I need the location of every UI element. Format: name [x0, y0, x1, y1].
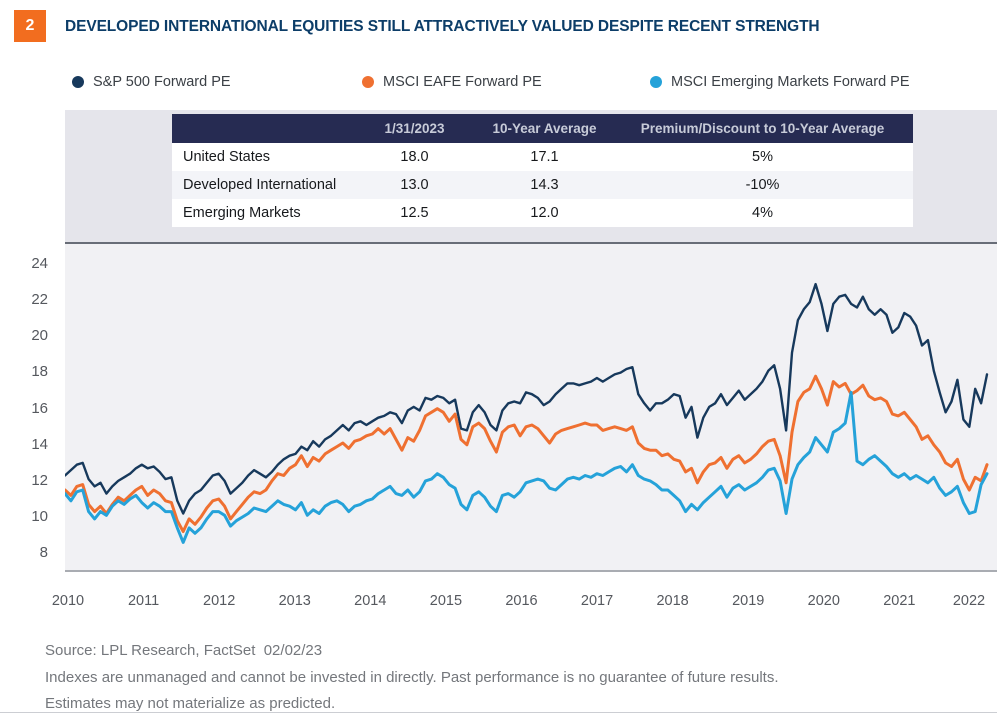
legend: S&P 500 Forward PE MSCI EAFE Forward PE … [0, 74, 997, 96]
legend-label: MSCI Emerging Markets Forward PE [671, 74, 910, 90]
table-cell: 17.1 [530, 149, 559, 165]
table-header-cell: 1/31/2023 [384, 121, 445, 136]
table-cell: 18.0 [400, 149, 429, 165]
y-tick-label: 10 [31, 507, 48, 525]
x-tick-label: 2016 [505, 593, 538, 609]
y-tick-label: 18 [31, 363, 48, 381]
bottom-divider [0, 712, 997, 713]
y-tick-label: 14 [31, 435, 48, 453]
y-tick-label: 20 [31, 327, 48, 345]
table-cell: 4% [752, 205, 773, 221]
chart-title: DEVELOPED INTERNATIONAL EQUITIES STILL A… [65, 18, 820, 35]
x-tick-label: 2010 [51, 593, 85, 609]
disclaimer-line-2: Estimates may not materialize as predict… [45, 695, 336, 712]
x-tick-label: 2021 [883, 593, 916, 609]
legend-item-em: MSCI Emerging Markets Forward PE [650, 74, 910, 90]
x-tick-label: 2017 [580, 593, 614, 609]
plot-area [65, 242, 997, 572]
legend-dot [362, 76, 374, 88]
legend-item-eafe: MSCI EAFE Forward PE [362, 74, 542, 90]
chart-line [65, 390, 989, 544]
y-tick-label: 12 [31, 471, 48, 489]
y-tick-label: 24 [31, 255, 48, 272]
table-cell: 13.0 [400, 177, 429, 193]
x-tick-label: 2013 [278, 593, 311, 609]
legend-label: MSCI EAFE Forward PE [383, 74, 542, 90]
disclaimer-line-1: Indexes are unmanaged and cannot be inve… [45, 668, 779, 686]
x-tick-label: 2022 [952, 593, 986, 609]
chart-svg [65, 282, 989, 544]
legend-dot [650, 76, 662, 88]
table-row: United States 18.0 17.1 5% [172, 143, 913, 171]
x-tick-label: 2020 [807, 593, 840, 609]
x-tick-label: 2012 [203, 593, 236, 609]
table-cell: Developed International [183, 177, 337, 193]
x-tick-label: 2019 [732, 593, 765, 609]
table-cell: 12.5 [400, 205, 429, 221]
table-header-cell: 10-Year Average [492, 121, 597, 136]
table-cell: 5% [752, 149, 773, 165]
legend-label: S&P 500 Forward PE [93, 74, 231, 90]
x-tick-label: 2018 [656, 593, 689, 609]
x-tick-label: 2011 [127, 593, 160, 609]
x-tick-label: 2014 [354, 593, 387, 609]
y-tick-label: 22 [31, 291, 48, 309]
chart-line [65, 282, 989, 515]
table-cell: -10% [745, 177, 780, 193]
table-cell: Emerging Markets [183, 205, 301, 221]
table-header-row: 1/31/2023 10-Year Average Premium/Discou… [172, 114, 913, 143]
figure-number-badge: 2 [14, 10, 46, 42]
source-note: Source: LPL Research, FactSet 02/02/23 [45, 642, 323, 659]
x-tick-label: 2015 [429, 593, 463, 609]
y-tick-label: 16 [31, 399, 48, 417]
y-tick-label: 8 [39, 544, 48, 561]
table-cell: 14.3 [530, 177, 559, 193]
table-cell: 12.0 [530, 205, 559, 221]
table-row: Developed International 13.0 14.3 -10% [172, 171, 913, 199]
chart-line [65, 374, 989, 533]
table-cell: United States [183, 149, 271, 165]
valuation-table: 1/31/2023 10-Year Average Premium/Discou… [172, 114, 913, 227]
footer: Source: LPL Research, FactSet 02/02/23 I… [45, 638, 779, 718]
legend-dot [72, 76, 84, 88]
table-row: Emerging Markets 12.5 12.0 4% [172, 199, 913, 227]
table-header-cell: Premium/Discount to 10-Year Average [640, 121, 885, 136]
legend-item-sp500: S&P 500 Forward PE [72, 74, 231, 90]
